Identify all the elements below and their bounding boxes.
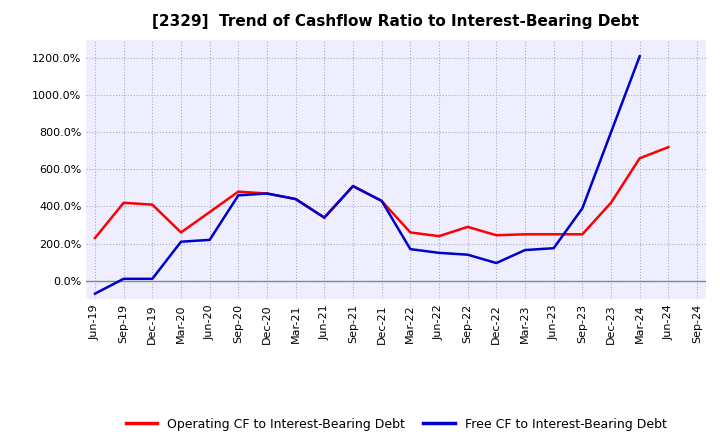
Title: [2329]  Trend of Cashflow Ratio to Interest-Bearing Debt: [2329] Trend of Cashflow Ratio to Intere… <box>153 14 639 29</box>
Legend: Operating CF to Interest-Bearing Debt, Free CF to Interest-Bearing Debt: Operating CF to Interest-Bearing Debt, F… <box>120 413 672 436</box>
